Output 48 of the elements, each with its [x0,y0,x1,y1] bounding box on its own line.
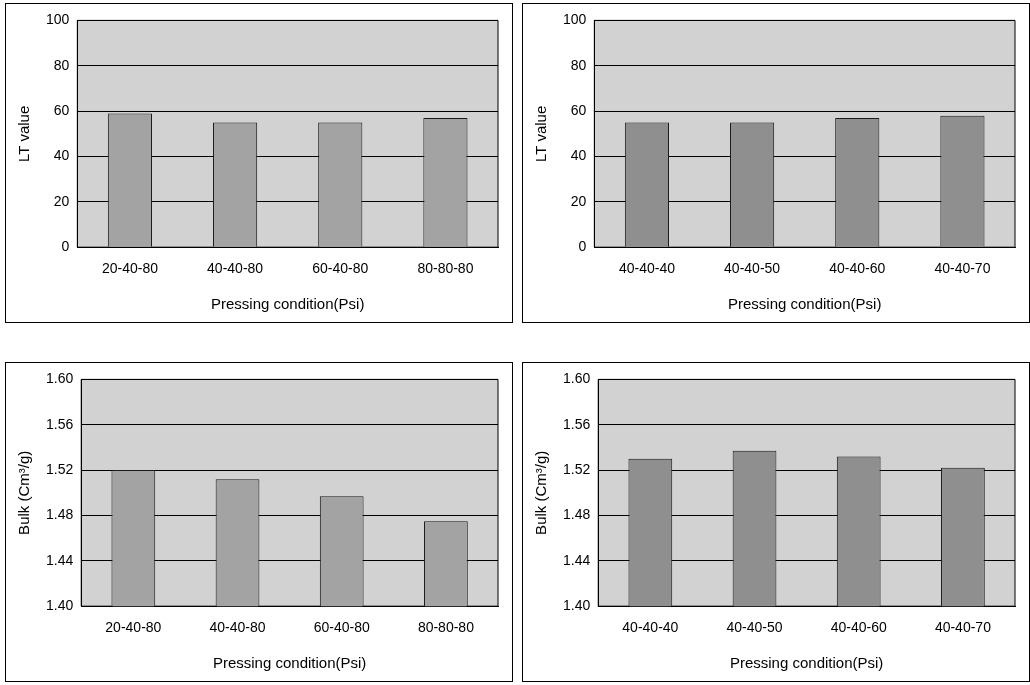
y-tick-label: 1.40 [46,597,74,614]
y-tick-label: 20 [53,192,70,209]
y-tick-label: 1.48 [46,506,74,523]
x-tick-label: 40-40-70 [934,260,991,277]
y-tick-label: 80 [53,56,70,73]
x-tick-label: 60-40-80 [313,619,370,636]
y-tick-label: 1.60 [563,370,591,387]
x-tick-label: 40-40-70 [934,619,992,636]
x-tick-label: 40-40-60 [830,619,887,636]
x-tick-label: 20-40-80 [105,619,162,636]
y-tick-label: 1.56 [563,415,591,432]
x-tick-label: 40-40-40 [622,619,679,636]
y-tick-label: 1.40 [563,597,591,614]
x-tick-label: 80-80-80 [417,619,475,636]
y-tick-label: 1.44 [46,551,74,568]
y-tick-label: 40 [570,147,587,164]
y-tick-label: 1.60 [46,370,74,387]
y-tick-label: 80 [570,56,587,73]
x-axis-title: Pressing condition(Psi) [729,654,884,672]
y-tick-label: 1.48 [563,506,591,523]
y-tick-label: 60 [53,101,70,118]
y-tick-label: 1.56 [46,415,74,432]
y-tick-label: 0 [61,238,70,255]
y-axis-title: LT value [532,105,550,162]
x-axis-title: Pressing condition(Psi) [727,295,882,313]
y-tick-label: 1.52 [46,460,74,477]
y-axis-title: Bulk (Cm³/g) [15,450,33,535]
x-tick-label: 20-40-80 [101,260,159,277]
y-tick-label: 100 [563,11,587,28]
x-tick-label: 40-40-60 [829,260,886,277]
x-tick-label: 80-80-80 [417,260,474,277]
x-axis-title: Pressing condition(Psi) [210,295,365,313]
x-tick-label: 40-40-50 [726,619,783,636]
x-tick-label: 40-40-80 [209,619,266,636]
y-axis-title: Bulk (Cm³/g) [532,450,550,535]
y-tick-label: 100 [46,11,70,28]
y-tick-label: 1.52 [563,460,591,477]
y-tick-label: 60 [570,101,587,118]
y-tick-label: 40 [53,147,70,164]
y-tick-label: 0 [578,238,587,255]
x-axis-title: Pressing condition(Psi) [212,654,367,672]
x-tick-label: 40-40-80 [207,260,264,277]
y-axis-title: LT value [15,105,33,162]
x-tick-label: 40-40-40 [618,260,676,277]
y-tick-label: 20 [570,192,587,209]
x-tick-label: 60-40-80 [312,260,369,277]
x-tick-label: 40-40-50 [724,260,781,277]
y-tick-label: 1.44 [563,551,591,568]
